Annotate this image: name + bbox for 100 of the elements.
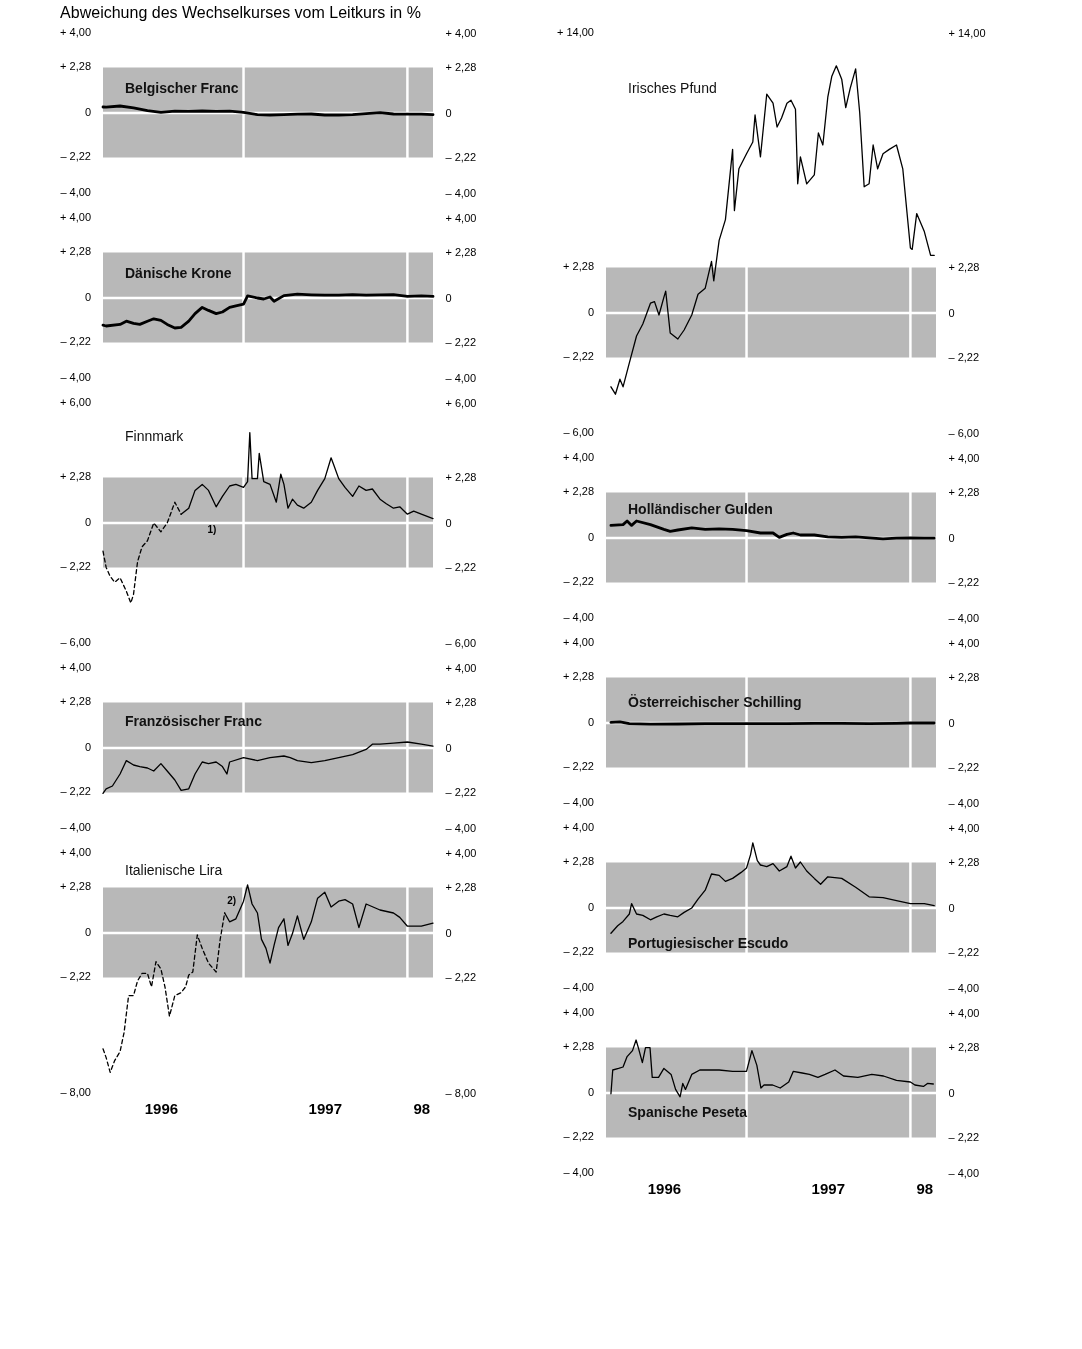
y2-tick-label: 0 — [948, 1086, 955, 1099]
y2-tick-label: + 4,00 — [445, 661, 477, 674]
y2-tick-label: + 2,28 — [948, 670, 980, 683]
text: Französischer Franc — [125, 713, 263, 729]
y2-tick-label: – 2,22 — [948, 575, 980, 588]
y2-tick-label: – 2,22 — [948, 350, 980, 363]
y2-tick-label: 0 — [948, 901, 955, 914]
series-label: Holländischer Gulden — [628, 501, 773, 517]
y2-tick-label: + 4,00 — [445, 846, 477, 859]
y-tick-label: + 4,00 — [563, 451, 594, 463]
y2-tick-label: 0 — [948, 306, 955, 319]
y-tick-label: 0 — [84, 926, 91, 938]
y-tick-label: – 4,00 — [60, 371, 91, 383]
y2-tick-label: + 4,00 — [948, 636, 980, 649]
y-tick-label: – 2,22 — [563, 1130, 594, 1143]
y-tick-label: – 6,00 — [563, 426, 594, 438]
y-tick-label: – 2,22 — [563, 350, 594, 363]
y2-tick-label: 0 — [445, 106, 452, 119]
annotation: 2) — [227, 895, 237, 906]
y2-tick-label: – 4,00 — [948, 796, 980, 809]
y-tick-label: 0 — [84, 291, 91, 303]
y-tick-label: – 4,00 — [563, 1166, 594, 1178]
y-tick-label: – 2,22 — [60, 970, 91, 983]
y2-tick-label: + 14,00 — [948, 26, 986, 39]
y-tick-label: – 4,00 — [60, 186, 91, 198]
y-tick-label: + 4,00 — [60, 846, 91, 858]
y2-tick-label: – 2,22 — [445, 560, 477, 573]
y2-tick-label: – 4,00 — [948, 1166, 980, 1179]
y-tick-label: – 2,22 — [60, 335, 91, 348]
y2-tick-label: 0 — [948, 716, 955, 729]
y2-tick-label: – 6,00 — [948, 426, 980, 439]
y-tick-label: + 6,00 — [60, 396, 91, 408]
y-tick-label: + 4,00 — [60, 211, 91, 223]
y-tick-label: – 2,22 — [563, 575, 594, 588]
y2-tick-label: 0 — [445, 926, 452, 939]
y-tick-label: + 2,28 — [563, 855, 594, 868]
y2-tick-label: + 2,28 — [445, 60, 477, 73]
y2-tick-label: + 4,00 — [445, 211, 477, 224]
y2-tick-label: + 2,28 — [445, 245, 477, 258]
y-tick-label: + 4,00 — [60, 26, 91, 38]
y2-tick-label: + 2,28 — [948, 855, 980, 868]
y2-tick-label: + 4,00 — [948, 1006, 980, 1019]
y2-tick-label: + 2,28 — [445, 470, 477, 483]
y2-tick-label: 0 — [948, 531, 955, 544]
annotation: 1) — [207, 524, 217, 536]
y-tick-label: – 2,22 — [60, 785, 91, 798]
y-tick-label: 0 — [84, 106, 91, 118]
series-label: Italienische Lira — [125, 862, 223, 878]
series-label: Spanische Peseta — [628, 1104, 748, 1120]
y2-tick-label: + 2,28 — [445, 695, 477, 708]
y-tick-label: – 2,22 — [563, 945, 594, 958]
y2-tick-label: + 4,00 — [445, 26, 477, 39]
x-tick-label: 1997 — [811, 1179, 845, 1197]
y-tick-label: + 4,00 — [563, 1006, 594, 1018]
y2-tick-label: + 4,00 — [948, 451, 980, 464]
x-tick-label: 98 — [413, 1099, 431, 1117]
y-tick-label: – 2,22 — [563, 760, 594, 773]
y2-tick-label: – 6,00 — [445, 636, 477, 649]
y-tick-label: + 2,28 — [60, 245, 91, 258]
y-tick-label: 0 — [587, 716, 594, 728]
y-tick-label: – 4,00 — [563, 796, 594, 808]
y-tick-label: + 2,28 — [563, 670, 594, 683]
y2-tick-label: + 4,00 — [948, 821, 980, 834]
text: Irisches Pfund — [628, 80, 717, 96]
y-tick-label: 0 — [587, 531, 594, 543]
y-tick-label: – 4,00 — [563, 981, 594, 993]
x-tick-label: 98 — [916, 1179, 934, 1197]
y-tick-label: 0 — [587, 306, 594, 318]
y2-tick-label: + 2,28 — [948, 1040, 980, 1053]
y-tick-label: + 2,28 — [60, 60, 91, 73]
y2-tick-label: + 2,28 — [948, 485, 980, 498]
y2-tick-label: – 2,22 — [948, 760, 980, 773]
y-tick-label: 0 — [84, 741, 91, 753]
y-tick-label: – 8,00 — [60, 1086, 91, 1098]
y2-tick-label: 0 — [445, 291, 452, 304]
y2-tick-label: + 6,00 — [445, 396, 477, 409]
y-tick-label: + 14,00 — [556, 26, 594, 38]
y-tick-label: – 2,22 — [60, 560, 91, 573]
y-tick-label: – 6,00 — [60, 636, 91, 648]
y2-tick-label: + 2,28 — [948, 260, 980, 273]
y2-tick-label: – 2,22 — [445, 335, 477, 348]
y2-tick-label: – 2,22 — [948, 945, 980, 958]
y2-tick-label: – 4,00 — [445, 186, 477, 199]
series-label: Dänische Krone — [125, 265, 232, 281]
y-tick-label: 0 — [84, 516, 91, 528]
y2-tick-label: + 2,28 — [445, 880, 477, 893]
y-tick-label: + 4,00 — [563, 636, 594, 648]
y2-tick-label: – 2,22 — [948, 1130, 980, 1143]
y-tick-label: – 4,00 — [60, 821, 91, 833]
y2-tick-label: – 2,22 — [445, 970, 477, 983]
y2-tick-label: – 4,00 — [445, 371, 477, 384]
y-tick-label: + 4,00 — [60, 661, 91, 673]
y-tick-label: + 2,28 — [563, 260, 594, 273]
y-tick-label: + 2,28 — [563, 485, 594, 498]
y2-tick-label: – 2,22 — [445, 150, 477, 163]
x-tick-label: 1996 — [144, 1099, 179, 1117]
y-tick-label: + 4,00 — [563, 821, 594, 833]
chart-title: Abweichung des Wechselkurses vom Leitkurs in % — [60, 4, 421, 21]
y-tick-label: – 2,22 — [60, 150, 91, 163]
y-tick-label: + 2,28 — [60, 695, 91, 708]
